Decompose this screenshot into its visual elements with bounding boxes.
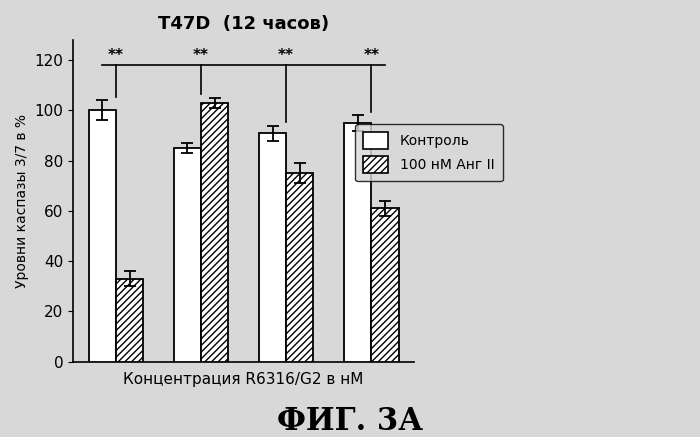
Bar	[174, 148, 201, 362]
Title: T47D  (12 часов): T47D (12 часов)	[158, 15, 329, 33]
Bar	[116, 279, 143, 362]
Text: **: **	[108, 48, 124, 63]
Bar	[286, 173, 314, 362]
Text: ФИГ. 3А: ФИГ. 3А	[277, 406, 423, 437]
Text: **: **	[278, 48, 294, 63]
Bar	[89, 111, 116, 362]
Bar	[344, 123, 371, 362]
Text: **: **	[363, 48, 379, 63]
Bar	[371, 208, 398, 362]
Bar	[201, 103, 228, 362]
Y-axis label: Уровни каспазы 3/7 в %: Уровни каспазы 3/7 в %	[15, 114, 29, 288]
Legend: Контроль, 100 нМ Анг II: Контроль, 100 нМ Анг II	[355, 124, 503, 181]
Text: **: **	[193, 48, 209, 63]
X-axis label: Концентрация R6316/G2 в нМ: Концентрация R6316/G2 в нМ	[123, 372, 364, 387]
Bar	[259, 133, 286, 362]
